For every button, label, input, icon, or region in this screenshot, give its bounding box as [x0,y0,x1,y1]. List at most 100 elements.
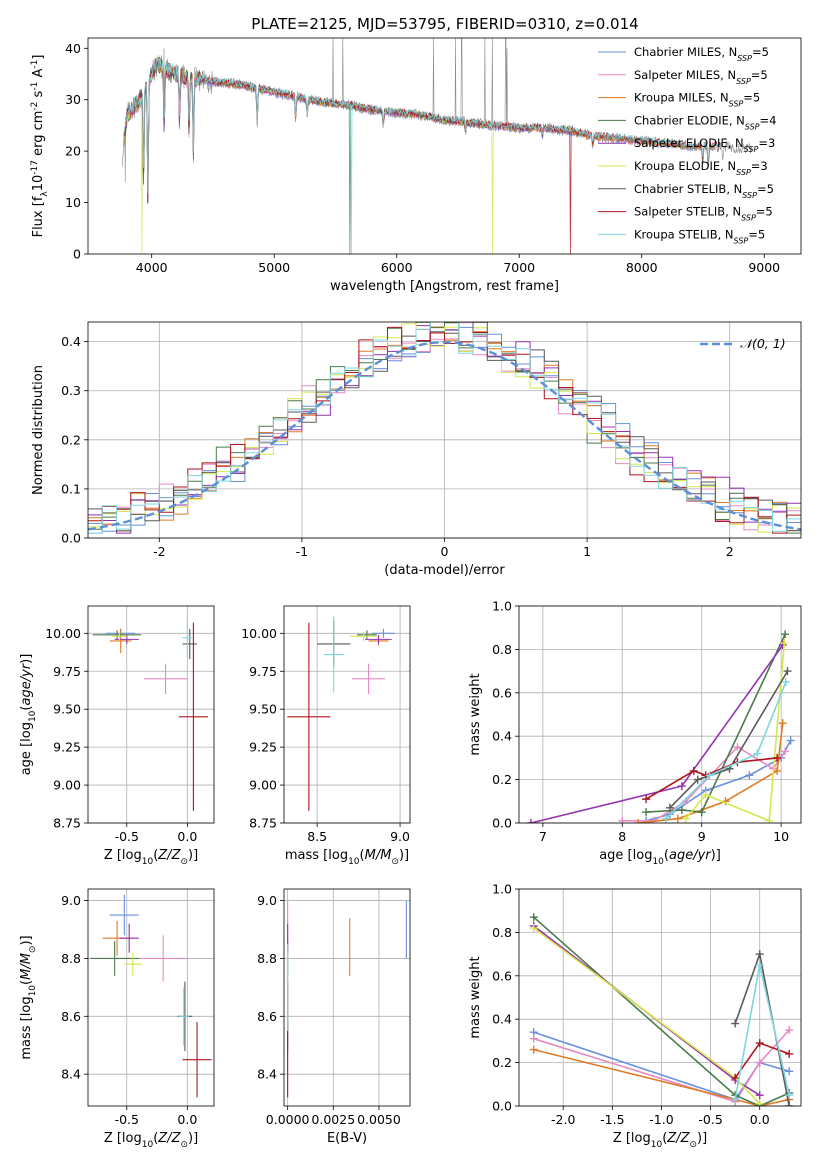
label-part: -1 [30,82,40,91]
plot-area [526,630,795,823]
legend-entry: Chabrier MILES, NSSP=5 [634,45,769,63]
label-part: A [31,69,46,82]
y-tick-label: 0.6 [492,685,512,700]
mass-weight-marker [755,950,764,959]
plot-area [92,618,208,811]
x-axis-label: Z [log10(Z/Z⊙)] [104,1131,198,1150]
errorbar-point [119,923,139,953]
label-part: Z/Z [157,848,181,863]
x-tick-label: 10 [773,829,789,844]
x-tick-label: 7000 [503,260,535,275]
mass-weight-marker [773,753,782,762]
grid-lines [284,889,410,1106]
model-spectrum-line [123,57,716,254]
mass-weight-marker [755,1058,764,1067]
mass-weight-marker [665,803,674,812]
legend-nssp: =3 [758,136,775,150]
label-part: 10 [28,710,38,722]
label-part: 10 [348,857,360,867]
mass-weight-series [533,1048,790,1106]
y-tick-label: 0.6 [492,968,512,983]
legend-nssp: =5 [748,227,765,241]
x-axis-label: (data-model)/error [384,563,505,578]
plot-area [287,616,396,811]
mass-weight-marker [689,766,698,775]
mass-weight-marker [781,747,790,756]
label-part: ⊙ [689,1140,697,1150]
legend-model-name: Salpeter MILES, N [634,68,736,82]
y-tick-label: 1.0 [492,882,512,897]
mass-weight-series [530,644,784,823]
mass-weight-marker [781,677,790,686]
grid-lines [284,606,410,824]
errorbar-point [351,663,386,695]
label-part: mass [log [19,996,34,1059]
y-tick-label: 9.00 [249,778,277,793]
x-tick-label: -1.5 [600,1112,624,1127]
label-part: ( [360,848,365,863]
x-tick-label: 0 [441,544,449,559]
label-part: ⊙ [391,857,399,867]
label-part: 10 [142,1140,154,1150]
residuals-panel: -2 -1 0 1 2 0.0 0.1 0.2 0.3 0.4 (data-model)/error… [31,321,802,578]
errorbar-point [182,628,198,660]
y-axis-label: mass weight [468,673,483,755]
axes-frame [518,888,802,1107]
y-tick-label: 0.2 [492,1055,512,1070]
mass-weight-series [669,670,789,809]
legend-subscript: SSP [736,168,751,177]
legend-model-name: Salpeter STELIB, N [634,205,741,219]
x-tick-label: 8.5 [307,829,327,844]
axes-frame [283,888,411,1107]
legend-entry: Kroupa STELIB, NSSP=5 [634,227,765,245]
label-part: 10 [651,1140,663,1150]
errorbar-point [109,894,139,936]
x-tick-label: 8 [618,829,626,844]
axes-frame [87,888,215,1107]
label-part: )] [399,848,409,863]
x-axis-label: mass [log10(M/M⊙)] [285,848,409,867]
y-axis-label: age [log10(age/yr)] [19,654,38,776]
mass-weight-series [646,633,786,813]
mass-weight-marker [785,1026,794,1035]
grid-lines [519,888,801,1107]
label-part: )] [188,848,198,863]
label-part: )] [711,848,721,863]
legend-entry: Chabrier ELODIE, NSSP=4 [634,113,776,130]
mass-weight-marker [642,795,651,804]
y-tick-label: 0.0 [492,816,512,831]
y-tick-label: 0.3 [61,383,81,398]
y-tick-label: 9.0 [257,893,277,908]
grid-lines [88,322,801,539]
y-tick-label: 0.4 [61,334,81,349]
errorbar-point [350,631,377,641]
axes-frame [87,605,215,824]
legend-subscript: SSP [736,76,751,85]
y-tick-label: 0.1 [61,481,81,496]
label-part: Z/Z [666,1131,690,1146]
mass-weight-marker [634,819,643,823]
errorbar-point [124,952,142,976]
mass-weight-marker [731,1019,740,1028]
mass-weight-series [734,964,790,1100]
errorbar-point [365,634,392,644]
mass-weight-marker [755,1099,764,1106]
label-part: )] [188,1131,198,1146]
x-tick-label: 5000 [258,260,290,275]
mass-weight-marker [785,1067,794,1076]
x-tick-label: -0.5 [698,1112,722,1127]
label-part: E(B-V) [327,1131,367,1146]
x-tick-label: 4000 [136,260,168,275]
label-part: ⊙ [180,1140,188,1150]
mass-weight-marker [786,736,795,745]
label-part: mass [log [285,848,348,863]
label-part: Z [log [613,1131,651,1146]
y-axis-label: mass [log10(M/M⊙)] [19,935,38,1059]
y-tick-label: 8.75 [53,816,81,831]
label-part: -1 [30,60,40,69]
mass-weight-marker [755,1091,764,1100]
x-tick-label: 9000 [748,260,780,275]
axes-frame [283,605,411,824]
legend-subscript: SSP [741,213,756,222]
legend-subscript: SSP [744,145,759,154]
